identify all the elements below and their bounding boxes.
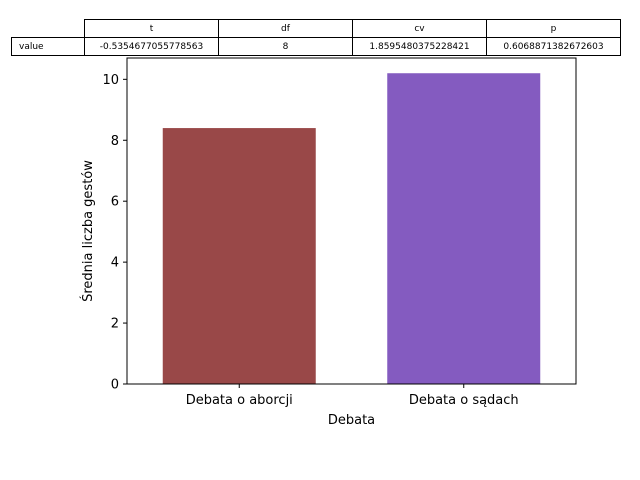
y-axis-label: Średnia liczba gestów: [80, 160, 96, 302]
stats-table-header-row: t df cv p: [12, 19, 621, 38]
stats-value-t: -0.5354677055778563: [84, 37, 219, 56]
stats-value-cv: 1.8595480375228421: [352, 37, 487, 56]
x-axis-label: Debata: [328, 413, 375, 428]
y-tick-label-2: 4: [111, 256, 119, 271]
plot-frame: [126, 57, 577, 385]
stats-table-value-row: value -0.5354677055778563 8 1.8595480375…: [11, 37, 621, 56]
y-tick-label-3: 6: [111, 195, 119, 210]
x-axis: Debata o aborcji Debata o sądach: [186, 384, 519, 408]
y-tick-label-5: 10: [102, 73, 119, 88]
stats-value-p: 0.6068871382672603: [486, 37, 621, 56]
stats-header-p: p: [486, 19, 621, 38]
y-tick-label-0: 0: [111, 378, 119, 393]
stats-table-corner: [12, 20, 85, 38]
y-axis: 0 2 4 6 8 10: [102, 73, 127, 393]
stats-header-cv: cv: [352, 19, 487, 38]
y-tick-label-1: 2: [111, 317, 119, 332]
y-tick-label-4: 8: [111, 134, 119, 149]
bar-0: [162, 128, 316, 384]
stats-header-t: t: [84, 19, 219, 38]
bars-group: [162, 73, 541, 384]
stats-row-label: value: [11, 37, 85, 56]
stats-table: t df cv p value -0.5354677055778563 8 1.…: [11, 19, 621, 56]
stats-value-df: 8: [218, 37, 353, 56]
x-tick-label-1: Debata o sądach: [409, 393, 519, 408]
stats-header-df: df: [218, 19, 353, 38]
x-tick-label-0: Debata o aborcji: [186, 393, 293, 408]
bar-1: [387, 73, 541, 384]
